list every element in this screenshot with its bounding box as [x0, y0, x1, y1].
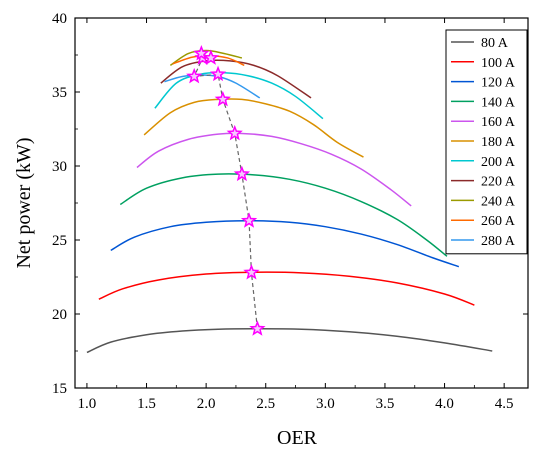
legend-label: 120 A	[481, 76, 516, 91]
x-tick-label: 2.5	[256, 396, 275, 412]
legend-label: 80 A	[481, 36, 509, 51]
series-line-100a	[98, 271, 475, 306]
x-tick-label: 4.0	[435, 396, 454, 412]
optimal-point	[202, 49, 220, 65]
legend: 80 A 100 A 120 A 140 A 160 A 180 A 200 A 220 A 2…	[445, 29, 528, 255]
x-tick-label: 2.0	[197, 396, 216, 412]
y-tick-label: 30	[52, 159, 67, 175]
optimal-point	[193, 44, 210, 61]
series-line-280a	[164, 74, 261, 99]
optimal-points	[186, 44, 266, 336]
x-tick-label: 1.5	[137, 396, 156, 412]
series-line-160a	[136, 132, 412, 207]
series-line-240a	[169, 49, 243, 66]
optimal-point	[240, 212, 258, 228]
series-line-200a	[154, 71, 324, 120]
x-tick-label: 1.0	[78, 396, 97, 412]
optimal-point	[233, 165, 251, 182]
series-line-80a	[86, 328, 493, 354]
legend-label: 160 A	[481, 115, 516, 130]
axes: 1.0 1.5 2.0 2.5 3.0 3.5 4.0 4.5 15 20 25 30 35 40	[52, 11, 529, 412]
y-tick-label: 35	[52, 85, 67, 101]
optimal-point	[249, 320, 266, 336]
y-tick-label: 40	[52, 11, 67, 27]
optimal-point	[214, 90, 231, 107]
y-tick-label: 15	[52, 381, 67, 397]
series-lines	[86, 49, 493, 354]
series-line-180a	[143, 98, 364, 158]
x-tick-label: 4.5	[495, 396, 514, 412]
x-axis-title: OER	[277, 427, 318, 449]
y-tick-label: 20	[52, 307, 67, 323]
series-line-120a	[110, 220, 460, 268]
legend-label: 220 A	[481, 175, 516, 190]
legend-label: 240 A	[481, 194, 516, 209]
y-tick-label: 25	[52, 233, 67, 249]
optimal-point	[186, 67, 203, 84]
x-tick-label: 3.0	[316, 396, 335, 412]
series-line-140a	[119, 173, 448, 257]
x-tick-label: 3.5	[376, 396, 395, 412]
optimal-point	[243, 263, 260, 280]
legend-label: 180 A	[481, 135, 516, 150]
legend-label: 140 A	[481, 95, 516, 110]
legend-label: 200 A	[481, 155, 516, 170]
optimal-point	[226, 124, 243, 141]
series-line-220a	[160, 59, 312, 99]
legend-label: 100 A	[481, 56, 516, 71]
legend-box	[445, 29, 528, 255]
optimal-point	[209, 65, 227, 82]
legend-label: 260 A	[481, 214, 516, 229]
legend-label: 280 A	[481, 234, 516, 249]
optimal-trend-line	[193, 52, 258, 329]
y-axis-title: Net power (kW)	[13, 137, 35, 268]
